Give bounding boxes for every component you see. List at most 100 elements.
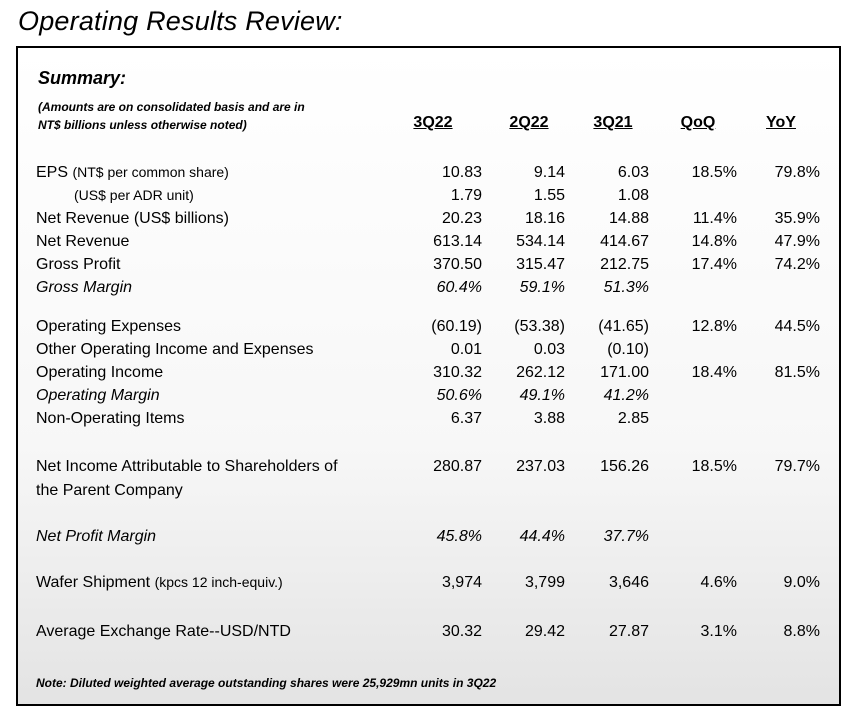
- row-label: Wafer Shipment (kpcs 12 inch-equiv.): [36, 574, 283, 591]
- column-header-2q22: 2Q22: [509, 114, 549, 131]
- cell-3q21: 14.88: [608, 210, 649, 227]
- cell-2q22: 44.4%: [519, 528, 565, 545]
- cell-qoq: 18.5%: [691, 458, 737, 475]
- cell-2q22: 1.55: [533, 187, 565, 204]
- cell-qoq: 17.4%: [691, 256, 737, 273]
- cell-qoq: 18.4%: [691, 364, 737, 381]
- cell-3q21: 3,646: [608, 574, 649, 591]
- row-gross-profit: Gross Profit 370.50 315.47 212.75 17.4% …: [18, 253, 839, 276]
- row-label: Gross Margin: [36, 279, 133, 296]
- cell-3q22: 45.8%: [436, 528, 482, 545]
- summary-table-frame: Summary: (Amounts are on consolidated ba…: [16, 46, 841, 706]
- cell-yoy: 8.8%: [783, 623, 820, 640]
- cell-3q22: 3,974: [441, 574, 482, 591]
- row-other-operating: Other Operating Income and Expenses 0.01…: [18, 338, 839, 361]
- row-eps-adr: (US$ per ADR unit) 1.79 1.55 1.08: [18, 184, 839, 207]
- cell-3q22: 280.87: [433, 458, 482, 475]
- cell-2q22: 18.16: [524, 210, 565, 227]
- row-label: Net Income Attributable to Shareholders …: [36, 458, 338, 475]
- cell-3q21: (41.65): [598, 318, 649, 335]
- cell-yoy: 44.5%: [774, 318, 820, 335]
- cell-yoy: 35.9%: [774, 210, 820, 227]
- cell-3q22: 30.32: [441, 623, 482, 640]
- cell-qoq: 3.1%: [700, 623, 737, 640]
- row-label: Operating Expenses: [36, 318, 181, 335]
- cell-3q21: 6.03: [617, 164, 649, 181]
- row-net-profit-margin: Net Profit Margin 45.8% 44.4% 37.7%: [18, 525, 839, 548]
- cell-2q22: 59.1%: [519, 279, 565, 296]
- row-net-revenue: Net Revenue 613.14 534.14 414.67 14.8% 4…: [18, 230, 839, 253]
- cell-3q21: 1.08: [617, 187, 649, 204]
- cell-3q22: (60.19): [431, 318, 482, 335]
- row-eps: EPS (NT$ per common share) 10.83 9.14 6.…: [18, 161, 839, 184]
- basis-line-1: (Amounts are on consolidated basis and a…: [38, 100, 305, 114]
- cell-3q21: 156.26: [600, 458, 649, 475]
- cell-qoq: 14.8%: [691, 233, 737, 250]
- cell-3q22: 1.79: [450, 187, 482, 204]
- cell-2q22: 0.03: [533, 341, 565, 358]
- row-label: (US$ per ADR unit): [74, 187, 194, 203]
- row-label: Gross Profit: [36, 256, 121, 273]
- cell-2q22: 3.88: [533, 410, 565, 427]
- row-label: Average Exchange Rate--USD/NTD: [36, 623, 291, 640]
- cell-2q22: 315.47: [516, 256, 565, 273]
- cell-3q21: 212.75: [600, 256, 649, 273]
- cell-3q21: 414.67: [600, 233, 649, 250]
- cell-3q22: 370.50: [433, 256, 482, 273]
- row-operating-margin: Operating Margin 50.6% 49.1% 41.2%: [18, 384, 839, 407]
- cell-3q22: 0.01: [450, 341, 482, 358]
- row-label: Net Profit Margin: [36, 528, 157, 545]
- cell-3q21: 37.7%: [603, 528, 649, 545]
- summary-heading: Summary:: [38, 68, 127, 88]
- cell-3q21: 41.2%: [603, 387, 649, 404]
- row-operating-expenses: Operating Expenses (60.19) (53.38) (41.6…: [18, 315, 839, 338]
- cell-qoq: 18.5%: [691, 164, 737, 181]
- cell-3q22: 613.14: [433, 233, 482, 250]
- row-net-income-cont: the Parent Company: [18, 479, 839, 502]
- footnote: Note: Diluted weighted average outstandi…: [36, 676, 497, 690]
- row-label: Other Operating Income and Expenses: [36, 341, 314, 358]
- row-label: Non-Operating Items: [36, 410, 185, 427]
- cell-3q22: 20.23: [441, 210, 482, 227]
- row-label: Operating Income: [36, 364, 164, 381]
- cell-2q22: 262.12: [516, 364, 565, 381]
- row-operating-income: Operating Income 310.32 262.12 171.00 18…: [18, 361, 839, 384]
- basis-line-2: NT$ billions unless otherwise noted): [38, 118, 247, 132]
- basis-note: (Amounts are on consolidated basis and a…: [38, 98, 368, 134]
- cell-2q22: 3,799: [524, 574, 565, 591]
- row-label-continued: the Parent Company: [36, 482, 183, 499]
- cell-2q22: 9.14: [533, 164, 565, 181]
- column-header-yoy: YoY: [766, 114, 796, 131]
- row-wafer-shipment: Wafer Shipment (kpcs 12 inch-equiv.) 3,9…: [18, 571, 839, 594]
- row-exchange-rate: Average Exchange Rate--USD/NTD 30.32 29.…: [18, 620, 839, 643]
- column-header-3q22: 3Q22: [413, 114, 453, 131]
- cell-2q22: (53.38): [514, 318, 565, 335]
- cell-3q21: 2.85: [617, 410, 649, 427]
- row-net-revenue-usd: Net Revenue (US$ billions) 20.23 18.16 1…: [18, 207, 839, 230]
- cell-qoq: 11.4%: [692, 210, 737, 227]
- cell-3q22: 50.6%: [436, 387, 482, 404]
- cell-3q21: 27.87: [608, 623, 649, 640]
- cell-2q22: 29.42: [524, 623, 565, 640]
- cell-2q22: 49.1%: [519, 387, 565, 404]
- cell-qoq: 4.6%: [700, 574, 737, 591]
- cell-3q22: 60.4%: [436, 279, 482, 296]
- cell-yoy: 79.8%: [774, 164, 820, 181]
- cell-2q22: 534.14: [516, 233, 565, 250]
- cell-yoy: 47.9%: [774, 233, 820, 250]
- row-label: EPS (NT$ per common share): [36, 164, 229, 181]
- cell-3q21: (0.10): [607, 341, 649, 358]
- row-label: Net Revenue: [36, 233, 130, 250]
- cell-3q22: 6.37: [450, 410, 482, 427]
- cell-3q22: 10.83: [441, 164, 482, 181]
- cell-3q22: 310.32: [433, 364, 482, 381]
- row-label: Operating Margin: [36, 387, 160, 404]
- cell-yoy: 9.0%: [783, 574, 820, 591]
- row-gross-margin: Gross Margin 60.4% 59.1% 51.3%: [18, 276, 839, 299]
- cell-3q21: 171.00: [600, 364, 649, 381]
- cell-qoq: 12.8%: [691, 318, 737, 335]
- cell-yoy: 81.5%: [774, 364, 820, 381]
- row-net-income: Net Income Attributable to Shareholders …: [18, 455, 839, 478]
- page-title: Operating Results Review:: [18, 6, 343, 36]
- cell-yoy: 79.7%: [774, 458, 820, 475]
